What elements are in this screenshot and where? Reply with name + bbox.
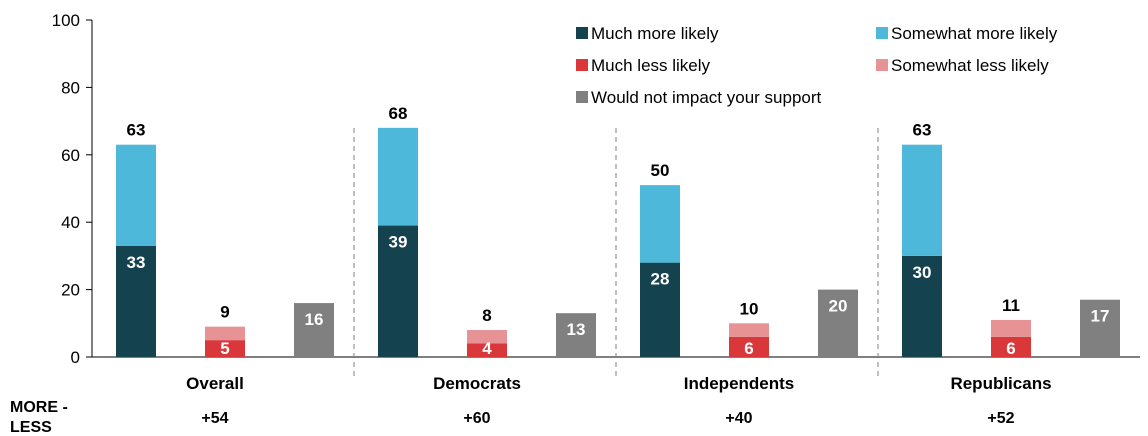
- more-less-row: MORE - LESS +54 +60 +40 +52: [10, 399, 1015, 436]
- more-less-value: +52: [987, 410, 1014, 427]
- bars: [116, 127, 1120, 357]
- data-label-no-impact: 16: [305, 310, 324, 329]
- data-label-less-total: 11: [1002, 296, 1020, 315]
- bar-much-more-likely: [116, 245, 156, 357]
- bar-somewhat-less-likely: [729, 323, 769, 337]
- data-label-much-less: 6: [1006, 339, 1015, 358]
- legend-label: Would not impact your support: [591, 88, 822, 107]
- data-label-less-total: 8: [482, 306, 491, 325]
- y-axis: 0 20 40 60 80 100: [52, 11, 1140, 367]
- bar-much-more-likely: [378, 225, 418, 357]
- bar-somewhat-more-likely: [640, 185, 680, 263]
- more-less-label-line2: LESS: [10, 419, 52, 436]
- data-label-less-total: 9: [220, 303, 229, 322]
- bar-somewhat-more-likely: [378, 127, 418, 226]
- data-label-more-total: 63: [913, 121, 932, 140]
- x-category-label: Independents: [684, 374, 795, 393]
- data-labels: 33 63 5 9 16 39 68 4 8 13 28 50 6 10 20 30 63 6 11 17: [127, 104, 1110, 358]
- bar-somewhat-more-likely: [902, 144, 942, 256]
- legend-swatch: [576, 59, 588, 71]
- data-label-much-more: 39: [389, 233, 408, 252]
- more-less-label-line1: MORE -: [10, 399, 68, 416]
- y-tick-label: 40: [61, 213, 80, 232]
- data-label-no-impact: 13: [567, 320, 586, 339]
- data-label-no-impact: 17: [1091, 307, 1110, 326]
- group-separators: [353, 128, 879, 378]
- y-tick-label: 60: [61, 146, 80, 165]
- legend-label: Somewhat more likely: [891, 24, 1058, 43]
- x-category-label: Republicans: [950, 374, 1051, 393]
- y-tick-label: 100: [52, 11, 80, 30]
- bar-somewhat-less-likely: [991, 319, 1031, 337]
- x-category-label: Democrats: [433, 374, 521, 393]
- legend-swatch: [576, 91, 588, 103]
- data-label-much-more: 28: [651, 270, 670, 289]
- bar-somewhat-less-likely: [467, 330, 507, 344]
- bar-much-more-likely: [902, 255, 942, 357]
- bar-would-not-impact-your-support: [818, 289, 858, 357]
- legend-swatch: [576, 27, 588, 39]
- x-category-label: Overall: [186, 374, 244, 393]
- bar-much-less-likely: [991, 336, 1031, 357]
- bar-much-less-likely: [467, 343, 507, 357]
- bar-somewhat-more-likely: [116, 144, 156, 246]
- data-label-more-total: 63: [127, 121, 146, 140]
- legend-label: Much more likely: [591, 24, 719, 43]
- y-tick-label: 20: [61, 281, 80, 300]
- data-label-much-less: 5: [220, 339, 229, 358]
- y-tick-label: 0: [71, 348, 80, 367]
- bar-would-not-impact-your-support: [1080, 299, 1120, 357]
- legend-label: Somewhat less likely: [891, 56, 1049, 75]
- bar-much-less-likely: [729, 336, 769, 357]
- data-label-much-less: 4: [482, 339, 492, 358]
- data-label-much-more: 30: [913, 263, 932, 282]
- legend-swatch: [876, 27, 888, 39]
- more-less-value: +54: [201, 410, 228, 427]
- bar-somewhat-less-likely: [205, 326, 245, 341]
- data-label-much-less: 6: [744, 339, 753, 358]
- more-less-value: +40: [725, 410, 752, 427]
- bar-would-not-impact-your-support: [556, 313, 596, 357]
- more-less-value: +60: [463, 410, 490, 427]
- bar-would-not-impact-your-support: [294, 303, 334, 357]
- data-label-no-impact: 20: [829, 297, 848, 316]
- legend: Much more likely Somewhat more likely Much…: [576, 24, 1058, 107]
- data-label-much-more: 33: [127, 253, 146, 272]
- group-labels: Overall Democrats Independents Republicans: [186, 374, 1051, 393]
- y-tick-label: 80: [61, 78, 80, 97]
- bar-much-less-likely: [205, 340, 245, 357]
- bar-much-more-likely: [640, 262, 680, 357]
- data-label-less-total: 10: [740, 299, 759, 318]
- data-label-more-total: 50: [651, 161, 670, 180]
- data-label-more-total: 68: [389, 104, 408, 123]
- legend-swatch: [876, 59, 888, 71]
- legend-label: Much less likely: [591, 56, 711, 75]
